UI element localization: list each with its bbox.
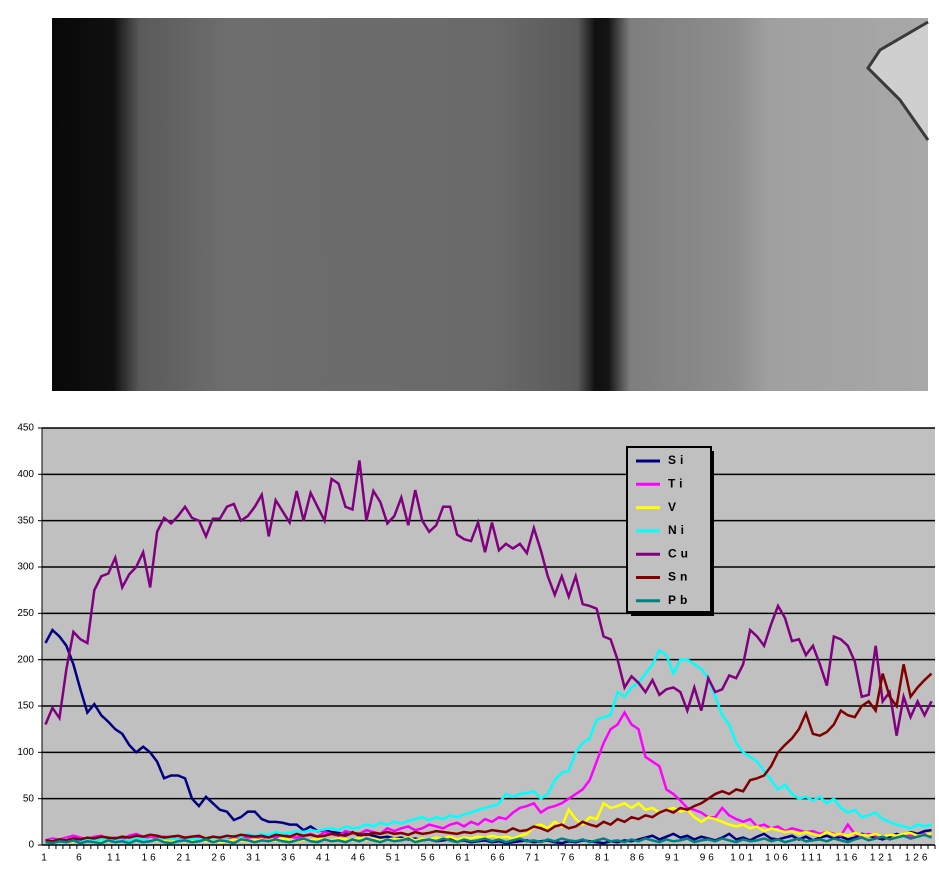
y-tick-label: 0 (28, 840, 34, 851)
x-tick-label: 111 (801, 853, 825, 864)
x-tick-label: 106 (765, 853, 791, 864)
micrograph (52, 18, 930, 391)
series-line (44, 627, 932, 845)
y-tick-label: 150 (17, 701, 34, 712)
x-tick-label: 11 (107, 853, 123, 864)
x-tick-label: 96 (700, 853, 717, 864)
x-tick-label: 61 (456, 853, 473, 864)
legend: Si Ti V Ni Cu Sn Pb (626, 446, 714, 616)
x-tick-label: 116 (835, 853, 860, 864)
y-tick-label: 350 (17, 515, 34, 526)
x-tick-label: 46 (351, 853, 368, 864)
x-tick-label: 86 (630, 853, 647, 864)
legend-label: Pb (668, 593, 691, 607)
x-tick-label: 31 (246, 853, 263, 864)
x-tick-label: 56 (421, 853, 438, 864)
y-tick-label: 300 (17, 562, 34, 573)
legend-label: Sn (668, 570, 691, 584)
x-tick-label: 126 (905, 853, 931, 864)
x-tick-label: 6 (76, 853, 85, 864)
x-tick-label: 76 (560, 853, 577, 864)
series-line (45, 801, 932, 844)
x-tick-label: 121 (870, 853, 896, 864)
x-tick-label: 66 (490, 853, 507, 864)
legend-label: Cu (668, 546, 692, 560)
x-tick-label: 26 (211, 853, 228, 864)
x-tick-label: 81 (595, 853, 612, 864)
x-tick-label: 1 (41, 853, 50, 864)
series-line (44, 460, 933, 736)
y-tick-label: 400 (17, 469, 34, 480)
y-tick-label: 50 (23, 793, 35, 804)
plot-area (42, 428, 935, 845)
y-tick-label: 450 (17, 423, 34, 434)
x-tick-label: 71 (525, 853, 542, 864)
legend-label: Ni (668, 523, 688, 537)
x-tick-label: 101 (730, 853, 756, 864)
x-tick-label: 16 (142, 853, 159, 864)
x-tick-label: 21 (176, 853, 193, 864)
x-tick-label: 51 (386, 853, 403, 864)
y-tick-label: 100 (17, 747, 34, 758)
legend-label: Ti (668, 476, 686, 490)
x-tick-label: 91 (665, 853, 682, 864)
y-tick-label: 200 (17, 654, 34, 665)
series-line (45, 833, 932, 845)
series-line (45, 648, 932, 844)
y-tick-label: 250 (17, 608, 34, 619)
legend-label: V (668, 500, 680, 514)
x-tick-label: 36 (281, 853, 298, 864)
series-line (45, 664, 933, 843)
x-tick-label: 41 (316, 853, 333, 864)
legend-label: Si (668, 453, 687, 467)
